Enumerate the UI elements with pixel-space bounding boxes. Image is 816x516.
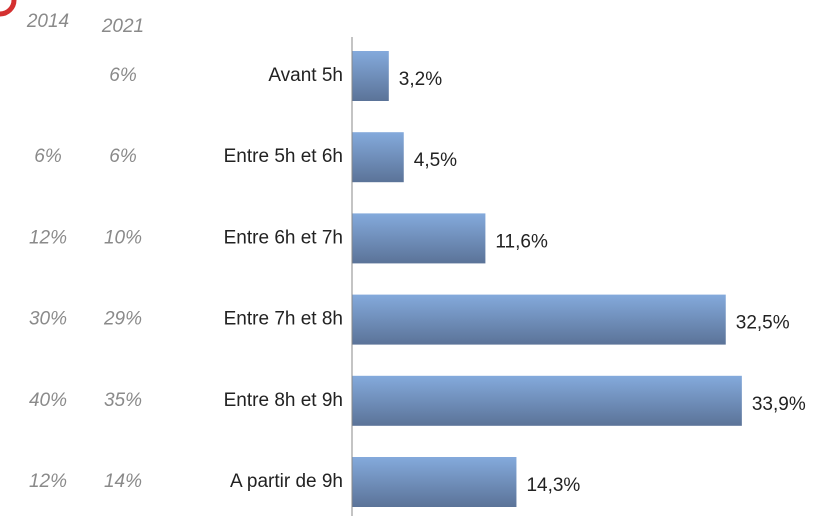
category-label: A partir de 9h <box>230 471 343 492</box>
category-label: Entre 7h et 8h <box>224 309 343 330</box>
side-value: 29% <box>103 309 142 330</box>
value-label: 3,2% <box>399 69 442 90</box>
side-value: 6% <box>109 146 137 167</box>
value-label: 11,6% <box>495 231 548 252</box>
category-label: Entre 8h et 9h <box>224 390 343 411</box>
side-value: 30% <box>29 309 67 330</box>
decoration <box>0 0 17 17</box>
side-value: 12% <box>29 471 67 492</box>
side-value: 40% <box>29 390 67 411</box>
value-label: 32,5% <box>736 313 790 334</box>
column-header: 2014 <box>26 11 69 32</box>
bar <box>352 375 742 426</box>
side-value: 12% <box>29 227 67 248</box>
category-label: Entre 5h et 6h <box>224 146 343 167</box>
value-label: 4,5% <box>414 150 457 171</box>
side-value: 6% <box>109 65 137 86</box>
bar <box>352 457 517 507</box>
value-label: 14,3% <box>526 475 580 496</box>
category-label: Avant 5h <box>268 65 343 86</box>
column-header: 2021 <box>101 16 144 37</box>
bar <box>352 294 726 345</box>
side-value: 6% <box>34 146 62 167</box>
value-label: 33,9% <box>752 394 806 415</box>
bar <box>352 51 389 101</box>
side-value: 14% <box>104 471 142 492</box>
side-value: 10% <box>104 227 142 248</box>
bar <box>352 132 404 183</box>
bar <box>352 213 486 264</box>
side-value: 35% <box>104 390 142 411</box>
category-label: Entre 6h et 7h <box>224 227 343 248</box>
